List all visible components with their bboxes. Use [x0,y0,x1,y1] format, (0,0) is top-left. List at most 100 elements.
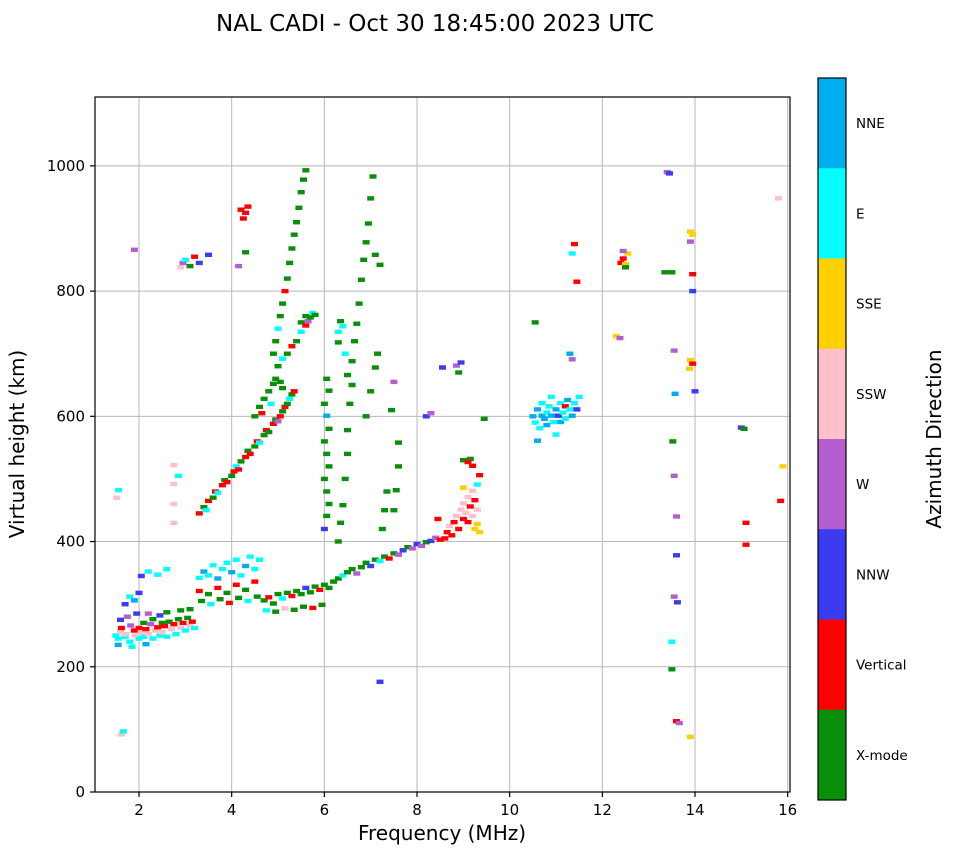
echo-point [151,628,159,633]
echo-point [334,329,342,334]
echo-point [293,220,301,225]
echo-point [119,729,127,734]
echo-point [473,482,481,487]
echo-point [130,247,138,252]
echo-point [117,617,124,622]
echo-point [127,623,135,628]
echo-point [214,490,222,495]
echo-point [457,360,465,365]
echo-point [246,554,254,559]
echo-point [186,607,194,612]
colorbar-segment-x-mode [818,709,846,801]
echo-point [673,514,680,519]
echo-point [376,262,384,267]
x-tick-label: 16 [778,801,797,819]
echo-point [689,232,697,237]
echo-point [286,260,294,266]
colorbar-segment-w [818,439,846,530]
echo-point [274,364,282,369]
echo-point [670,594,678,599]
echo-point [742,520,750,525]
echo-point [225,600,233,606]
echo-point [262,608,270,613]
echo-point [427,411,435,416]
x-tick-label: 14 [685,801,704,819]
echo-point [571,241,578,247]
x-axis-ticks: 2 4 6 8 10 12 14 16 [134,792,797,819]
echo-point [622,262,629,267]
echo-point [689,288,697,294]
echo-point [388,407,395,413]
echo-point [371,557,379,562]
echo-point [170,481,178,487]
colorbar-segment-nne [818,78,846,169]
echo-point [559,410,567,415]
echo-point [237,459,245,464]
echo-point [265,429,273,435]
echo-point [471,526,479,532]
echo-point [450,519,458,525]
y-tick-label: 200 [56,658,85,676]
echo-point [742,542,750,547]
echo-point [325,585,333,591]
echo-point [269,601,277,606]
echo-point [283,276,291,281]
echo-point [568,413,576,418]
echo-point [740,426,748,431]
colorbar-frame [817,77,847,801]
echo-point [390,379,398,385]
echo-point [239,216,247,221]
colorbar-category-label: SSW [856,387,887,403]
colorbar-category-label: X-mode [856,748,908,764]
echo-point [686,357,694,363]
echo-point [473,521,481,527]
echo-point [142,642,150,647]
echo-point [281,404,289,410]
echo-point [381,554,389,559]
echo-point [195,511,203,516]
echo-point [547,413,555,418]
echo-point [413,541,421,547]
echo-point [395,440,402,445]
echo-point [281,606,289,611]
echo-point [179,620,187,626]
echo-point [320,439,328,444]
echo-point [325,501,333,507]
echo-point [297,190,305,195]
echo-point [422,414,430,419]
echo-point [616,335,624,341]
echo-point [214,576,222,581]
echo-point [242,250,250,255]
echo-point [114,636,122,641]
echo-point [251,414,259,419]
echo-point [302,313,310,319]
echo-point [686,229,694,234]
echo-point [251,579,259,584]
echo-point [390,551,398,556]
chart-title: NAL CADI - Oct 30 18:45:00 2023 UTC [216,11,654,37]
echo-point [452,363,460,368]
echo-point [191,254,199,259]
echo-point [459,485,467,490]
echo-point [432,535,440,540]
echo-point [573,407,581,412]
echo-point [671,391,679,396]
echo-point [223,479,231,485]
echo-point [367,196,375,201]
echo-point [464,459,472,465]
echo-point [126,639,134,644]
echo-point [115,488,123,493]
echo-point [228,473,236,478]
echo-point [260,598,268,603]
echo-point [256,404,263,410]
echo-point [378,526,386,532]
echo-point [147,622,155,627]
echo-point [367,563,375,569]
echo-point [290,607,298,612]
echo-point [117,629,124,634]
echo-point [434,516,442,522]
y-tick-label: 400 [56,533,85,551]
echo-point [117,625,125,631]
echo-point [531,320,539,325]
